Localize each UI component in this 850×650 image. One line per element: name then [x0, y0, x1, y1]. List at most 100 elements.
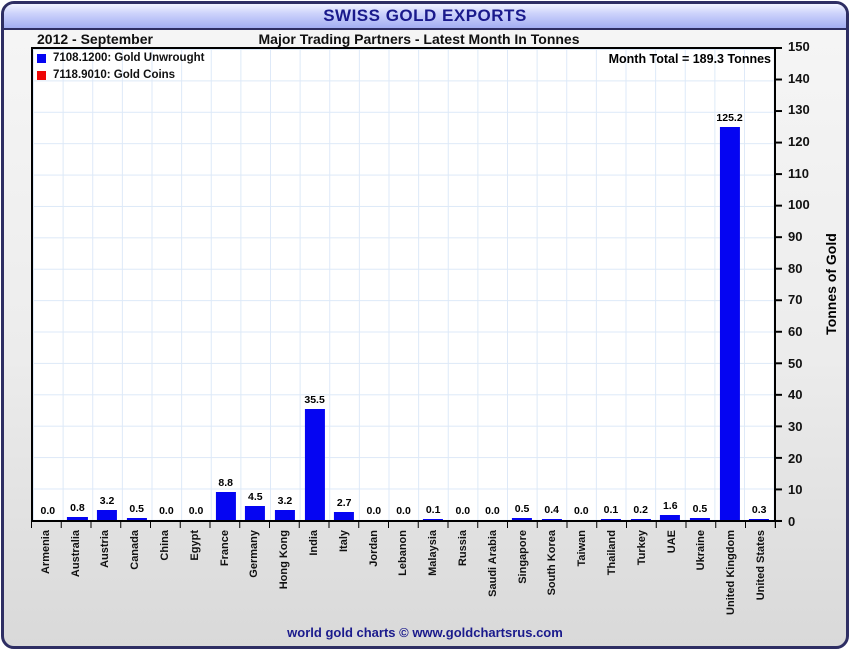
bar-value-label: 0.3: [751, 504, 767, 516]
legend-label: 7108.1200: Gold Unwrought: [53, 52, 205, 64]
bar-column: 125.2: [715, 49, 745, 520]
chart-title: SWISS GOLD EXPORTS: [323, 6, 527, 25]
bar-column: 4.5: [240, 49, 270, 520]
month-total-annotation: Month Total = 189.3 Tonnes: [608, 52, 771, 66]
x-axis-label-text: Armenia: [39, 530, 52, 575]
x-axis-label-text: Egypt: [188, 530, 201, 561]
bar-column: 0.5: [507, 49, 537, 520]
legend: 7108.1200: Gold Unwrought 7118.9010: Gold…: [37, 52, 204, 86]
y-tick-label: 90: [788, 229, 803, 244]
bar-column: 0.5: [122, 49, 152, 520]
bar: [630, 519, 651, 520]
x-axis-label-text: Jordan: [367, 530, 380, 567]
bar: [600, 519, 622, 520]
x-axis-label: Lebanon: [389, 530, 419, 630]
bar-column: 0.0: [181, 49, 211, 520]
bar-column: 1.6: [655, 49, 685, 520]
chart-subtitle: Major Trading Partners - Latest Month In…: [258, 31, 580, 47]
bar-value-label: 0.0: [396, 505, 411, 517]
x-axis-label: United States: [746, 530, 776, 630]
x-axis-label: Egypt: [180, 530, 210, 630]
bar-column: 0.0: [359, 49, 389, 520]
bar-column: 0.5: [685, 49, 715, 520]
bar-value-label: 3.2: [277, 495, 293, 507]
bar-column: 0.1: [418, 49, 448, 520]
y-tick-label: 130: [788, 102, 810, 118]
x-axis-label: Jordan: [359, 530, 389, 630]
bar-value-label: 0.5: [129, 503, 145, 515]
x-axis-label-text: Russia: [457, 530, 470, 567]
y-tick-label: 120: [788, 134, 810, 149]
bar-value-label: 0.0: [159, 505, 174, 517]
x-axis-label: Saudi Arabia: [478, 530, 508, 630]
y-tick-label: 20: [788, 450, 803, 466]
bars-container: 0.0 0.8 3.2 0.5 0.0 0.0 8.8 4.5 3.2 35.5 2.7 0.0 0.0…: [33, 49, 774, 520]
x-axis-label-text: Hong Kong: [278, 530, 291, 590]
x-axis-label: China: [150, 530, 180, 630]
x-axis-label: Taiwan: [567, 530, 597, 630]
y-axis-title-text: Tonnes of Gold: [823, 233, 839, 335]
bar: [511, 518, 533, 520]
legend-item: 7108.1200: Gold Unwrought: [37, 52, 204, 64]
bar-value-label: 0.0: [574, 505, 589, 517]
title-bar: SWISS GOLD EXPORTS: [4, 4, 846, 30]
x-axis-label: Turkey: [627, 530, 657, 630]
bar-column: 0.0: [152, 49, 182, 520]
y-tick-label: 110: [788, 165, 809, 181]
bar-column: 0.0: [478, 49, 508, 520]
x-axis-label-text: South Korea: [546, 530, 559, 596]
bar-value-label: 0.8: [70, 502, 85, 514]
bar-value-label: 0.0: [40, 505, 56, 517]
x-axis-label-text: Australia: [69, 530, 82, 578]
bar-value-label: 0.4: [544, 504, 560, 516]
footer-credit: world gold charts © www.goldchartsrus.co…: [287, 625, 563, 640]
plot-area: 0.0 0.8 3.2 0.5 0.0 0.0 8.8 4.5 3.2 35.5 2.7 0.0 0.0…: [31, 47, 776, 522]
bar: [749, 519, 770, 520]
y-axis-ticks: [776, 47, 782, 522]
x-axis-label-text: China: [159, 530, 172, 561]
bar-value-label: 0.0: [188, 505, 204, 517]
period-label: 2012 - September: [37, 31, 153, 47]
bar: [541, 519, 562, 520]
bar-column: 0.0: [389, 49, 419, 520]
y-tick-label: 70: [788, 292, 803, 308]
bar: [334, 512, 355, 520]
legend-swatch-icon: [37, 53, 46, 63]
y-tick-label: 0: [788, 514, 796, 529]
y-tick-label: 140: [788, 70, 810, 86]
x-axis-label-text: Malaysia: [427, 530, 440, 576]
x-axis-label: UAE: [657, 530, 687, 630]
bar-value-label: 1.6: [662, 500, 678, 512]
bar-column: 0.4: [537, 49, 567, 520]
y-tick-label: 60: [788, 324, 803, 339]
bar: [274, 510, 296, 520]
x-axis-label-text: Saudi Arabia: [486, 530, 499, 597]
x-axis-label-text: United States: [755, 530, 768, 601]
bar: [304, 409, 325, 520]
bar-value-label: 0.0: [455, 505, 471, 517]
x-axis-label: Austria: [91, 530, 121, 630]
x-axis-label: Italy: [329, 530, 359, 630]
gridlines: [33, 49, 774, 520]
bar-column: 35.5: [300, 49, 330, 520]
x-axis-label: Russia: [448, 530, 478, 630]
bar-value-label: 0.2: [633, 504, 648, 516]
bar-column: 8.8: [211, 49, 241, 520]
x-axis-label-text: Italy: [337, 530, 350, 553]
x-axis-label: Hong Kong: [269, 530, 299, 630]
x-axis-label-text: UAE: [665, 530, 678, 554]
bar: [245, 506, 266, 520]
y-tick-label: 80: [788, 260, 803, 276]
x-axis-label-text: France: [218, 530, 231, 567]
x-axis-label-text: Austria: [99, 530, 112, 568]
x-axis-label: Singapore: [508, 530, 538, 630]
x-axis-label: Malaysia: [418, 530, 448, 630]
bar-value-label: 0.5: [514, 503, 530, 515]
x-axis-labels: Armenia Australia Austria Canada China Egypt F…: [31, 530, 776, 630]
bar-value-label: 125.2: [716, 112, 743, 124]
y-tick-label: 150: [788, 39, 810, 54]
bar: [689, 518, 710, 520]
bar-column: 0.1: [596, 49, 626, 520]
